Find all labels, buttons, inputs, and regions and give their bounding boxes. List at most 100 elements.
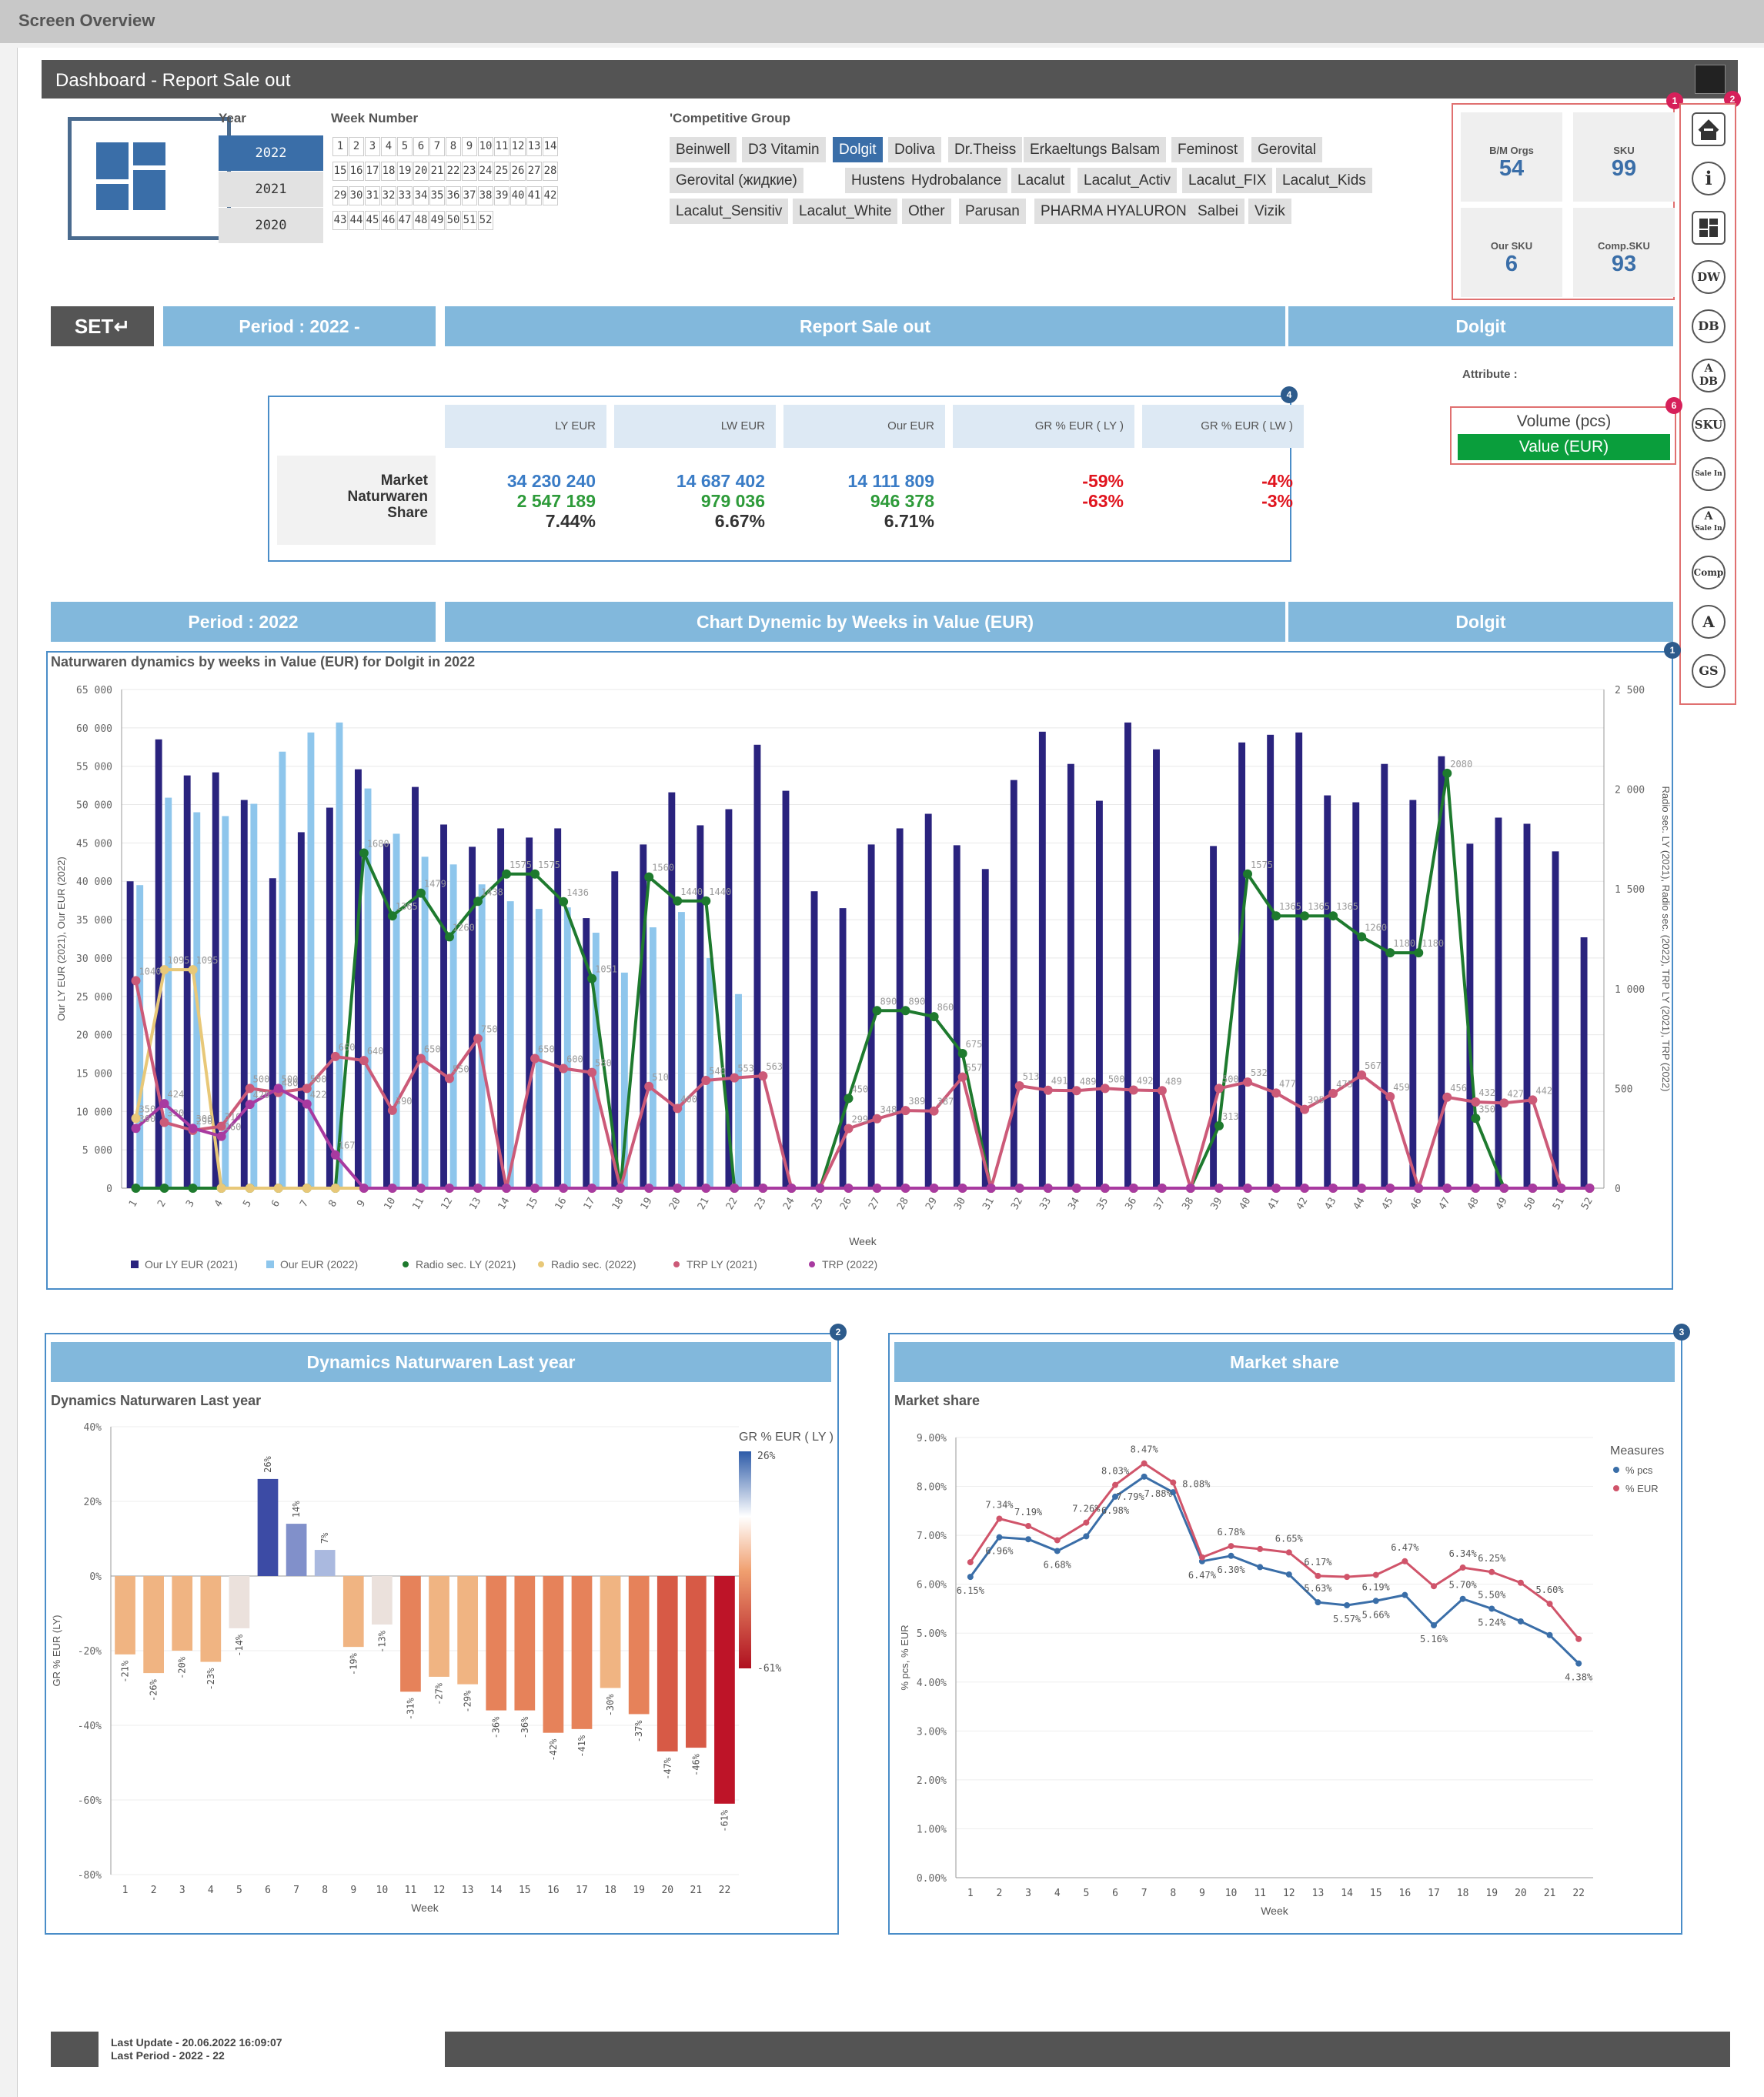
week-28[interactable]: 28 bbox=[543, 162, 558, 181]
group-gerovital[interactable]: Gerovital bbox=[1251, 137, 1323, 162]
week-6[interactable]: 6 bbox=[413, 137, 429, 156]
week-18[interactable]: 18 bbox=[381, 162, 396, 181]
week-19[interactable]: 19 bbox=[397, 162, 413, 181]
sale-in-icon[interactable]: Sale In bbox=[1692, 457, 1726, 491]
set-button[interactable]: SET↵ bbox=[51, 306, 154, 346]
week-40[interactable]: 40 bbox=[510, 186, 526, 205]
week-1[interactable]: 1 bbox=[332, 137, 348, 156]
x-tick: 12 bbox=[1283, 1888, 1295, 1899]
group-parusan[interactable]: Parusan bbox=[959, 199, 1026, 224]
year-2022[interactable]: 2022 bbox=[219, 135, 323, 171]
gs-icon[interactable]: GS bbox=[1692, 654, 1726, 688]
week-46[interactable]: 46 bbox=[381, 211, 396, 230]
week-44[interactable]: 44 bbox=[349, 211, 364, 230]
week-41[interactable]: 41 bbox=[526, 186, 542, 205]
week-27[interactable]: 27 bbox=[526, 162, 542, 181]
dynamics-panel: Dynamics Naturwaren Last year Dynamics N… bbox=[45, 1333, 839, 1935]
sku-icon[interactable]: SKU bbox=[1692, 408, 1726, 442]
info-icon[interactable]: i bbox=[1692, 162, 1726, 195]
group-lacalut-kids[interactable]: Lacalut_Kids bbox=[1276, 168, 1372, 193]
group-lacalut-sensitiv[interactable]: Lacalut_Sensitiv bbox=[670, 199, 789, 224]
group-pharma-hyaluron[interactable]: PHARMA HYALURON bbox=[1034, 199, 1193, 224]
week-52[interactable]: 52 bbox=[478, 211, 493, 230]
week-31[interactable]: 31 bbox=[365, 186, 380, 205]
adb-icon[interactable]: A DB bbox=[1692, 359, 1726, 392]
week-23[interactable]: 23 bbox=[462, 162, 477, 181]
week-30[interactable]: 30 bbox=[349, 186, 364, 205]
week-33[interactable]: 33 bbox=[397, 186, 413, 205]
week-16[interactable]: 16 bbox=[349, 162, 364, 181]
legend-label: Our EUR (2022) bbox=[280, 1258, 358, 1271]
group-doliva[interactable]: Doliva bbox=[888, 137, 941, 162]
week-12[interactable]: 12 bbox=[510, 137, 526, 156]
week-21[interactable]: 21 bbox=[429, 162, 445, 181]
point bbox=[1442, 768, 1452, 778]
week-11[interactable]: 11 bbox=[494, 137, 509, 156]
week-14[interactable]: 14 bbox=[543, 137, 558, 156]
group-erkaeltungs-balsam[interactable]: Erkaeltungs Balsam bbox=[1024, 137, 1166, 162]
week-32[interactable]: 32 bbox=[381, 186, 396, 205]
week-35[interactable]: 35 bbox=[429, 186, 445, 205]
group-gerovital-[interactable]: Gerovital (жидкие) bbox=[670, 168, 803, 193]
week-4[interactable]: 4 bbox=[381, 137, 396, 156]
week-42[interactable]: 42 bbox=[543, 186, 558, 205]
point bbox=[1471, 1184, 1481, 1193]
home-icon[interactable] bbox=[1692, 112, 1726, 146]
week-43[interactable]: 43 bbox=[332, 211, 348, 230]
year-2021[interactable]: 2021 bbox=[219, 172, 323, 207]
week-47[interactable]: 47 bbox=[397, 211, 413, 230]
group-feminost[interactable]: Feminost bbox=[1171, 137, 1244, 162]
week-3[interactable]: 3 bbox=[365, 137, 380, 156]
week-26[interactable]: 26 bbox=[510, 162, 526, 181]
week-45[interactable]: 45 bbox=[365, 211, 380, 230]
week-29[interactable]: 29 bbox=[332, 186, 348, 205]
week-15[interactable]: 15 bbox=[332, 162, 348, 181]
week-38[interactable]: 38 bbox=[478, 186, 493, 205]
week-48[interactable]: 48 bbox=[413, 211, 429, 230]
a-sale-in-icon[interactable]: A Sale In bbox=[1692, 506, 1726, 540]
value-option[interactable]: Value (EUR) bbox=[1458, 434, 1670, 460]
week-17[interactable]: 17 bbox=[365, 162, 380, 181]
group-lacalut[interactable]: Lacalut bbox=[1011, 168, 1071, 193]
dashboard-icon[interactable] bbox=[1692, 211, 1726, 245]
week-7[interactable]: 7 bbox=[429, 137, 445, 156]
group-hydrobalance[interactable]: Hydrobalance bbox=[905, 168, 1008, 193]
group-other[interactable]: Other bbox=[902, 199, 951, 224]
week-50[interactable]: 50 bbox=[446, 211, 461, 230]
group-dolgit[interactable]: Dolgit bbox=[833, 137, 883, 162]
week-37[interactable]: 37 bbox=[462, 186, 477, 205]
point bbox=[1556, 1184, 1566, 1193]
week-2[interactable]: 2 bbox=[349, 137, 364, 156]
volume-option[interactable]: Volume (pcs) bbox=[1516, 412, 1612, 430]
week-24[interactable]: 24 bbox=[478, 162, 493, 181]
a-icon[interactable]: A bbox=[1692, 605, 1726, 639]
group-dr-theiss[interactable]: Dr.Theiss bbox=[948, 137, 1023, 162]
week-36[interactable]: 36 bbox=[446, 186, 461, 205]
week-39[interactable]: 39 bbox=[494, 186, 509, 205]
week-25[interactable]: 25 bbox=[494, 162, 509, 181]
week-9[interactable]: 9 bbox=[462, 137, 477, 156]
x-tick: 46 bbox=[1408, 1196, 1425, 1212]
week-8[interactable]: 8 bbox=[446, 137, 461, 156]
week-5[interactable]: 5 bbox=[397, 137, 413, 156]
group-salbei[interactable]: Salbei bbox=[1191, 199, 1244, 224]
week-34[interactable]: 34 bbox=[413, 186, 429, 205]
group-lacalut-white[interactable]: Lacalut_White bbox=[793, 199, 898, 224]
week-13[interactable]: 13 bbox=[526, 137, 542, 156]
group-d3-vitamin[interactable]: D3 Vitamin bbox=[742, 137, 826, 162]
week-22[interactable]: 22 bbox=[446, 162, 461, 181]
dw-icon[interactable]: DW bbox=[1692, 260, 1726, 294]
week-10[interactable]: 10 bbox=[478, 137, 493, 156]
point bbox=[1071, 1086, 1081, 1096]
comp-icon[interactable]: Comp bbox=[1692, 556, 1726, 589]
year-2020[interactable]: 2020 bbox=[219, 208, 323, 243]
point-label: 563 bbox=[766, 1061, 783, 1072]
week-20[interactable]: 20 bbox=[413, 162, 429, 181]
group-lacalut-activ[interactable]: Lacalut_Activ bbox=[1077, 168, 1178, 193]
group-beinwell[interactable]: Beinwell bbox=[670, 137, 737, 162]
week-49[interactable]: 49 bbox=[429, 211, 445, 230]
group-vizik[interactable]: Vizik bbox=[1248, 199, 1291, 224]
db-icon[interactable]: DB bbox=[1692, 309, 1726, 343]
week-51[interactable]: 51 bbox=[462, 211, 477, 230]
group-lacalut-fix[interactable]: Lacalut_FIX bbox=[1182, 168, 1273, 193]
